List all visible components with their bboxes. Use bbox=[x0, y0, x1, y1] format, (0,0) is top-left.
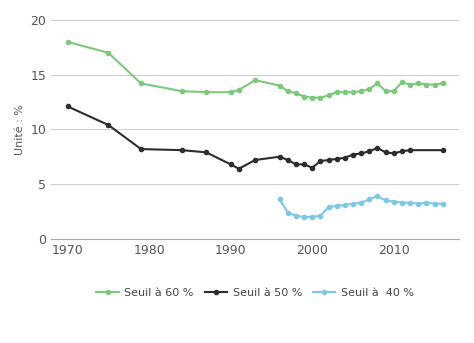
Seuil à 50 % bbox=[342, 156, 348, 160]
Seuil à 50 % bbox=[228, 162, 234, 166]
Seuil à  40 % bbox=[374, 194, 380, 198]
Seuil à 50 % bbox=[366, 149, 372, 153]
Seuil à  40 % bbox=[383, 198, 389, 202]
Seuil à  40 % bbox=[432, 202, 438, 206]
Seuil à 50 % bbox=[318, 159, 323, 163]
Seuil à 50 % bbox=[334, 157, 339, 161]
Seuil à 60 % bbox=[285, 89, 291, 93]
Seuil à 50 % bbox=[179, 148, 184, 152]
Seuil à  40 % bbox=[277, 197, 283, 201]
Seuil à 50 % bbox=[138, 147, 144, 151]
Line: Seuil à 60 %: Seuil à 60 % bbox=[65, 40, 445, 100]
Seuil à  40 % bbox=[391, 200, 397, 204]
Legend: Seuil à 60 %, Seuil à 50 %, Seuil à  40 %: Seuil à 60 %, Seuil à 50 %, Seuil à 40 % bbox=[92, 284, 418, 303]
Seuil à 50 % bbox=[310, 166, 315, 170]
Seuil à 60 % bbox=[277, 84, 283, 88]
Seuil à  40 % bbox=[326, 205, 331, 209]
Seuil à  40 % bbox=[424, 201, 429, 205]
Seuil à  40 % bbox=[399, 201, 405, 205]
Seuil à  40 % bbox=[440, 202, 446, 206]
Seuil à 60 % bbox=[358, 89, 364, 93]
Seuil à 60 % bbox=[228, 90, 234, 94]
Seuil à  40 % bbox=[285, 211, 291, 215]
Seuil à 50 % bbox=[65, 104, 71, 108]
Seuil à 50 % bbox=[236, 167, 242, 171]
Seuil à 50 % bbox=[326, 158, 331, 162]
Seuil à 50 % bbox=[440, 148, 446, 152]
Seuil à 50 % bbox=[252, 158, 258, 162]
Y-axis label: Unité : %: Unité : % bbox=[15, 104, 25, 155]
Seuil à 50 % bbox=[293, 162, 299, 166]
Seuil à 50 % bbox=[350, 153, 356, 157]
Seuil à 50 % bbox=[358, 151, 364, 155]
Seuil à  40 % bbox=[358, 201, 364, 205]
Seuil à  40 % bbox=[293, 214, 299, 218]
Seuil à  40 % bbox=[318, 214, 323, 218]
Seuil à 60 % bbox=[301, 95, 307, 99]
Seuil à 60 % bbox=[383, 89, 389, 93]
Seuil à 50 % bbox=[407, 148, 413, 152]
Seuil à 60 % bbox=[424, 82, 429, 86]
Seuil à 60 % bbox=[65, 40, 71, 44]
Seuil à 60 % bbox=[138, 81, 144, 85]
Seuil à 60 % bbox=[415, 81, 421, 85]
Seuil à 60 % bbox=[432, 82, 438, 86]
Seuil à 60 % bbox=[326, 93, 331, 97]
Seuil à  40 % bbox=[342, 203, 348, 207]
Seuil à  40 % bbox=[310, 215, 315, 219]
Seuil à 60 % bbox=[334, 90, 339, 94]
Seuil à 60 % bbox=[236, 88, 242, 92]
Seuil à 60 % bbox=[342, 90, 348, 94]
Seuil à  40 % bbox=[334, 204, 339, 208]
Seuil à 50 % bbox=[383, 150, 389, 154]
Seuil à  40 % bbox=[407, 201, 413, 205]
Seuil à 60 % bbox=[252, 78, 258, 82]
Seuil à 50 % bbox=[285, 158, 291, 162]
Seuil à 50 % bbox=[106, 123, 111, 127]
Line: Seuil à 50 %: Seuil à 50 % bbox=[65, 104, 445, 171]
Seuil à 60 % bbox=[374, 81, 380, 85]
Seuil à 50 % bbox=[203, 150, 209, 154]
Seuil à  40 % bbox=[415, 202, 421, 206]
Seuil à  40 % bbox=[366, 197, 372, 201]
Seuil à 50 % bbox=[374, 146, 380, 150]
Seuil à 60 % bbox=[106, 51, 111, 55]
Seuil à  40 % bbox=[301, 215, 307, 219]
Seuil à 60 % bbox=[391, 89, 397, 93]
Line: Seuil à  40 %: Seuil à 40 % bbox=[277, 194, 445, 219]
Seuil à 60 % bbox=[440, 81, 446, 85]
Seuil à 50 % bbox=[301, 162, 307, 166]
Seuil à 50 % bbox=[277, 155, 283, 159]
Seuil à 60 % bbox=[350, 90, 356, 94]
Seuil à 60 % bbox=[203, 90, 209, 94]
Seuil à 60 % bbox=[179, 89, 184, 93]
Seuil à  40 % bbox=[350, 202, 356, 206]
Seuil à 60 % bbox=[366, 87, 372, 91]
Seuil à 60 % bbox=[399, 80, 405, 84]
Seuil à 60 % bbox=[293, 91, 299, 95]
Seuil à 60 % bbox=[310, 96, 315, 100]
Seuil à 60 % bbox=[407, 82, 413, 86]
Seuil à 50 % bbox=[391, 151, 397, 155]
Seuil à 60 % bbox=[318, 96, 323, 100]
Seuil à 50 % bbox=[399, 149, 405, 153]
